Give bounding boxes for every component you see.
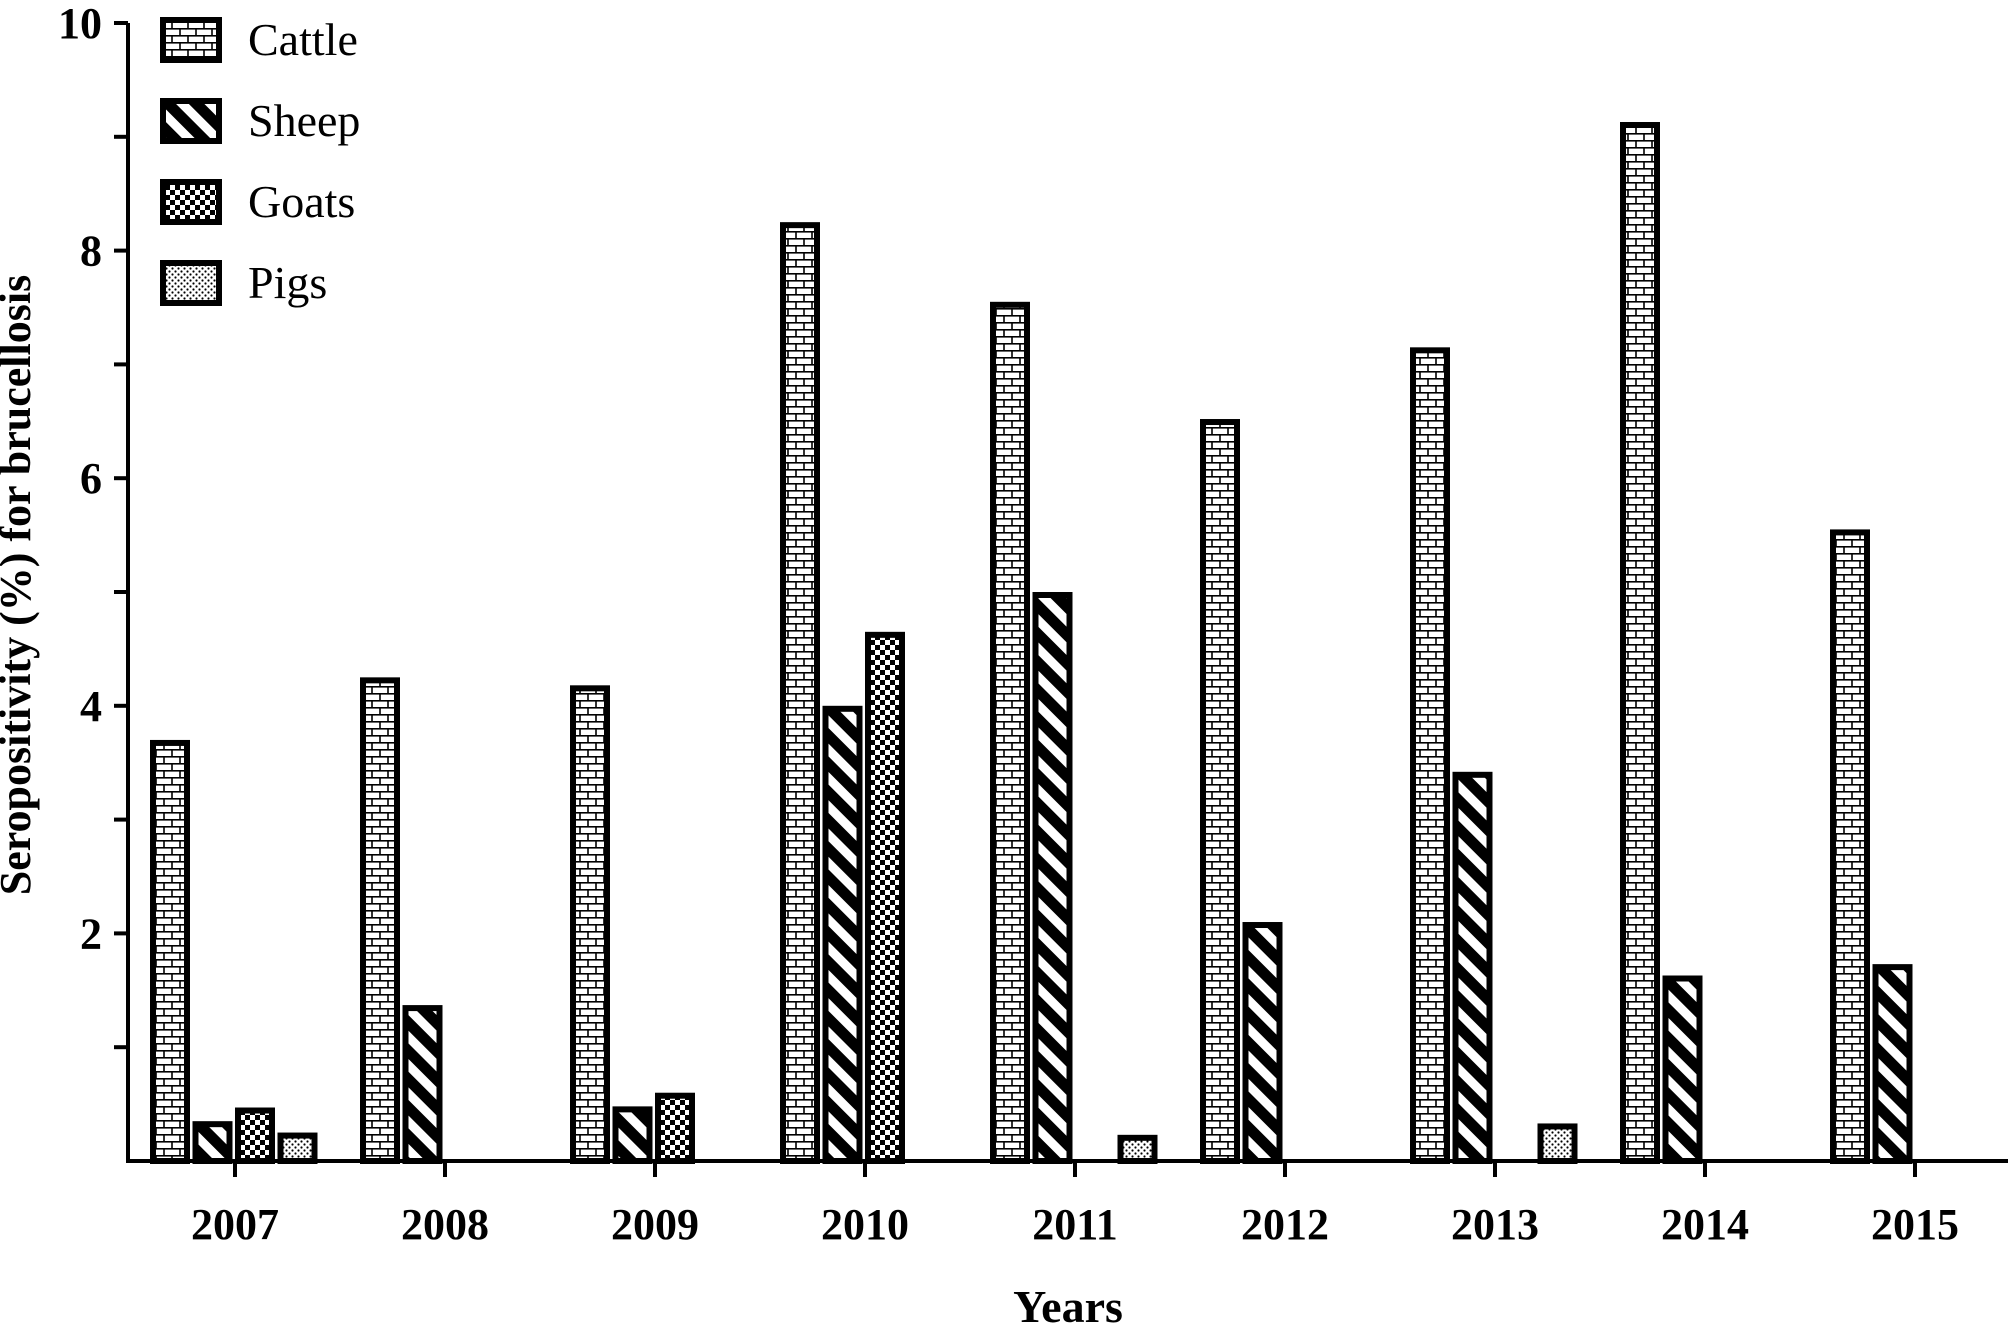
legend-swatch-sheep	[160, 98, 222, 144]
y-tick-label: 2	[80, 909, 102, 958]
bar-pigs	[277, 1132, 318, 1165]
x-tick-label: 2015	[1871, 1200, 1959, 1249]
legend-label-sheep: Sheep	[248, 95, 360, 146]
x-tick-label: 2013	[1451, 1200, 1539, 1249]
bar-sheep	[1242, 922, 1283, 1165]
legend-label-pigs: Pigs	[248, 257, 327, 308]
x-tick-label: 2008	[401, 1200, 489, 1249]
bar-goats	[655, 1092, 695, 1164]
bars-layer	[150, 122, 1913, 1165]
legend: Cattle Sheep Goats Pigs	[160, 14, 360, 308]
x-tick-label: 2011	[1032, 1200, 1118, 1249]
bar-cattle	[780, 222, 820, 1164]
bar-sheep	[192, 1121, 233, 1165]
bar-cattle	[1410, 347, 1450, 1164]
bar-sheep	[1452, 771, 1493, 1165]
bar-goats	[235, 1107, 275, 1165]
y-tick-label: 8	[80, 227, 102, 276]
legend-swatch-pigs	[160, 260, 222, 306]
bar-cattle	[1620, 122, 1660, 1165]
legend-label-cattle: Cattle	[248, 14, 358, 65]
bar-cattle	[150, 739, 190, 1164]
legend-swatch-cattle	[160, 17, 222, 63]
legend-swatch-goats	[160, 179, 222, 225]
x-tick-label: 2009	[611, 1200, 699, 1249]
x-tick-label: 2014	[1661, 1200, 1749, 1249]
y-axis-title: Seropositivity (%) for brucellosis	[0, 275, 40, 895]
x-axis-title: Years	[1013, 1281, 1123, 1325]
legend-label-goats: Goats	[248, 176, 355, 227]
y-ticks: 2 4 6 8 10	[58, 0, 128, 1050]
bar-sheep	[1872, 964, 1913, 1164]
bar-goats	[865, 631, 905, 1164]
bar-sheep	[402, 1005, 443, 1164]
bar-sheep	[612, 1106, 653, 1164]
x-tick-label: 2010	[821, 1200, 909, 1249]
x-tick-label: 2007	[191, 1200, 279, 1249]
y-tick-label: 4	[80, 682, 102, 731]
x-ticks: 2007 2008 2009 2010 2011 2012 2013 2014 2015	[191, 1161, 1959, 1249]
bar-sheep	[1662, 975, 1703, 1164]
bar-cattle	[990, 301, 1030, 1164]
y-tick-label: 10	[58, 0, 102, 48]
x-tick-label: 2012	[1241, 1200, 1329, 1249]
bar-cattle	[360, 677, 400, 1164]
bar-sheep	[1032, 592, 1073, 1164]
bar-pigs	[1537, 1123, 1578, 1165]
bar-cattle	[1200, 419, 1240, 1164]
y-tick-label: 6	[80, 454, 102, 503]
bar-sheep	[822, 705, 863, 1164]
bar-pigs	[1117, 1134, 1158, 1165]
bar-cattle	[1830, 529, 1870, 1164]
bar-cattle	[570, 685, 610, 1164]
